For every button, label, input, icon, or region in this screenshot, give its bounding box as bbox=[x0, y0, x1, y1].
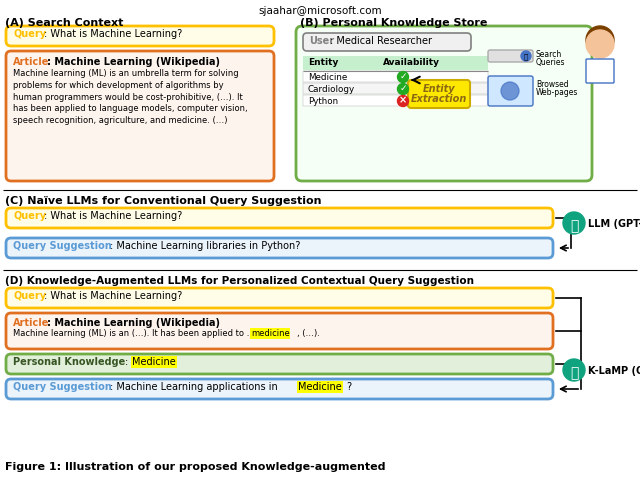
FancyBboxPatch shape bbox=[488, 76, 533, 106]
Text: Python: Python bbox=[308, 97, 338, 106]
FancyBboxPatch shape bbox=[6, 354, 553, 374]
FancyBboxPatch shape bbox=[303, 95, 488, 106]
Circle shape bbox=[563, 359, 585, 381]
Text: ?: ? bbox=[346, 382, 351, 392]
Text: Query: Query bbox=[13, 29, 46, 39]
Text: : Machine Learning applications in: : Machine Learning applications in bbox=[110, 382, 281, 392]
Text: ×: × bbox=[399, 95, 407, 105]
Text: Medicine: Medicine bbox=[308, 73, 348, 82]
Text: (A) Search Context: (A) Search Context bbox=[5, 18, 124, 28]
Text: Cardiology: Cardiology bbox=[308, 85, 355, 94]
Text: Queries: Queries bbox=[536, 58, 566, 67]
Circle shape bbox=[586, 26, 614, 54]
FancyBboxPatch shape bbox=[6, 26, 274, 46]
FancyBboxPatch shape bbox=[303, 56, 488, 70]
Text: : Medical Researcher: : Medical Researcher bbox=[330, 36, 432, 46]
Text: Machine learning (ML) is an (…). It has been applied to … and: Machine learning (ML) is an (…). It has … bbox=[13, 329, 276, 338]
Text: Entity: Entity bbox=[308, 58, 339, 67]
Text: sjaahar@microsoft.com: sjaahar@microsoft.com bbox=[258, 6, 382, 16]
Text: Personal Knowledge: Personal Knowledge bbox=[13, 357, 125, 367]
Text: LLM (GPT-4): LLM (GPT-4) bbox=[588, 219, 640, 229]
Circle shape bbox=[563, 212, 585, 234]
FancyBboxPatch shape bbox=[303, 33, 471, 51]
Text: : Machine Learning libraries in Python?: : Machine Learning libraries in Python? bbox=[110, 241, 300, 251]
Text: : What is Machine Learning?: : What is Machine Learning? bbox=[44, 211, 182, 221]
FancyBboxPatch shape bbox=[408, 80, 470, 108]
Circle shape bbox=[397, 96, 408, 107]
Circle shape bbox=[586, 30, 614, 58]
FancyBboxPatch shape bbox=[296, 26, 592, 181]
Text: Entity: Entity bbox=[422, 84, 455, 94]
FancyBboxPatch shape bbox=[6, 379, 553, 399]
Text: : What is Machine Learning?: : What is Machine Learning? bbox=[44, 29, 182, 39]
Text: (D) Knowledge-Augmented LLMs for Personalized Contextual Query Suggestion: (D) Knowledge-Augmented LLMs for Persona… bbox=[5, 276, 474, 286]
Text: Extraction: Extraction bbox=[411, 94, 467, 104]
Text: ✓: ✓ bbox=[399, 71, 407, 80]
FancyBboxPatch shape bbox=[586, 59, 614, 83]
Circle shape bbox=[521, 51, 531, 61]
Text: : Machine Learning (Wikipedia): : Machine Learning (Wikipedia) bbox=[47, 57, 220, 67]
Text: :: : bbox=[125, 357, 131, 367]
Text: Medicine: Medicine bbox=[298, 382, 342, 392]
Text: (B) Personal Knowledge Store: (B) Personal Knowledge Store bbox=[300, 18, 488, 28]
FancyBboxPatch shape bbox=[6, 238, 553, 258]
FancyBboxPatch shape bbox=[6, 313, 553, 349]
FancyBboxPatch shape bbox=[488, 50, 533, 62]
Text: Query Suggestion: Query Suggestion bbox=[13, 241, 112, 251]
Text: Web-pages: Web-pages bbox=[536, 88, 579, 97]
Text: User: User bbox=[309, 36, 334, 46]
Text: K-LaMP (Ours): K-LaMP (Ours) bbox=[588, 366, 640, 376]
Text: Query: Query bbox=[13, 291, 46, 301]
Text: ⭢: ⭢ bbox=[570, 219, 578, 233]
FancyBboxPatch shape bbox=[6, 51, 274, 181]
Text: : Machine Learning (Wikipedia): : Machine Learning (Wikipedia) bbox=[47, 318, 220, 328]
Text: : What is Machine Learning?: : What is Machine Learning? bbox=[44, 291, 182, 301]
Circle shape bbox=[501, 82, 519, 100]
Text: medicine: medicine bbox=[251, 329, 290, 338]
Text: ✓: ✓ bbox=[399, 83, 407, 92]
Text: , (…).: , (…). bbox=[297, 329, 320, 338]
Circle shape bbox=[397, 71, 408, 82]
Circle shape bbox=[397, 83, 408, 95]
Text: Search: Search bbox=[536, 50, 563, 59]
Text: ⭢: ⭢ bbox=[570, 366, 578, 380]
FancyBboxPatch shape bbox=[303, 83, 488, 94]
Text: Medicine: Medicine bbox=[132, 357, 176, 367]
Text: Query Suggestion: Query Suggestion bbox=[13, 382, 112, 392]
FancyBboxPatch shape bbox=[6, 288, 553, 308]
Text: Browsed: Browsed bbox=[536, 80, 568, 89]
Text: Availability: Availability bbox=[383, 58, 440, 67]
Text: Figure 1: Illustration of our proposed Knowledge-augmented: Figure 1: Illustration of our proposed K… bbox=[5, 462, 385, 472]
Text: Query: Query bbox=[13, 211, 46, 221]
Text: 🔍: 🔍 bbox=[524, 53, 528, 60]
Text: Article: Article bbox=[13, 318, 49, 328]
Text: (C) Naïve LLMs for Conventional Query Suggestion: (C) Naïve LLMs for Conventional Query Su… bbox=[5, 196, 321, 206]
FancyBboxPatch shape bbox=[6, 208, 553, 228]
Text: Machine learning (ML) is an umbrella term for solving
problems for which develop: Machine learning (ML) is an umbrella ter… bbox=[13, 69, 248, 125]
Text: Article: Article bbox=[13, 57, 49, 67]
FancyBboxPatch shape bbox=[303, 71, 488, 82]
